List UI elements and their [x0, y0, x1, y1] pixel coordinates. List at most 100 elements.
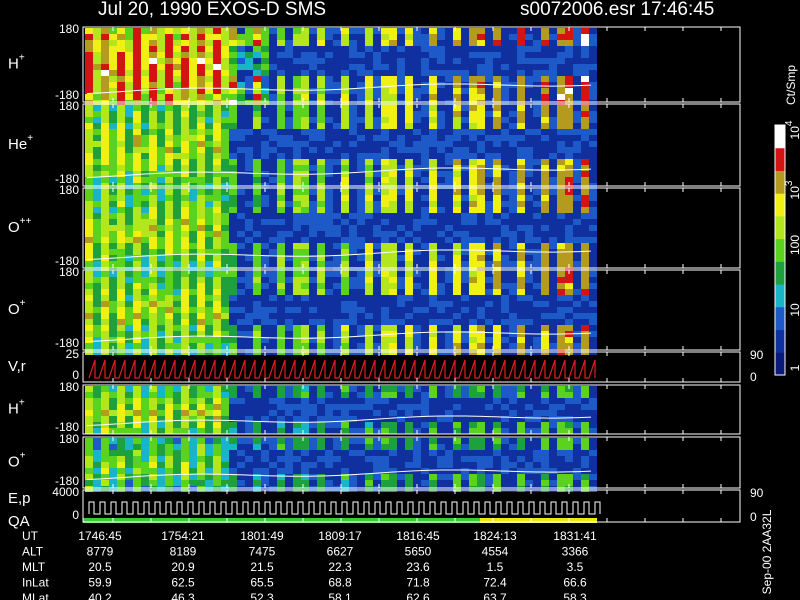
- colorbar-unit: Ct/Smp: [784, 65, 798, 105]
- trace: [86, 415, 592, 427]
- spectrogram-cells: [85, 438, 589, 492]
- spectrogram-cells: [85, 189, 349, 273]
- panel-frame: [82, 384, 741, 435]
- table-cell: 3.5: [567, 560, 584, 574]
- table-cell: 1746:45: [78, 529, 122, 543]
- spectrogram-cells: [229, 438, 597, 492]
- colorbar-swatch: [775, 261, 785, 285]
- table-cell: 62.5: [171, 576, 195, 590]
- colorbar-swatch: [775, 352, 785, 376]
- row-label: UT: [22, 529, 39, 543]
- table-cell: 1816:45: [396, 529, 440, 543]
- header-left: Jul 20, 1990 EXOS-D SMS: [98, 0, 326, 20]
- table-cell: 5650: [405, 545, 432, 559]
- trace: [86, 331, 592, 343]
- table-cell: 59.9: [88, 576, 112, 590]
- table-cell: 21.5: [250, 560, 274, 574]
- spectrogram-cells: [229, 271, 597, 355]
- panel-frame: [82, 269, 741, 351]
- panel-frame: [82, 351, 741, 383]
- panel-frame: [82, 187, 741, 269]
- axis-top-label: 180: [59, 183, 79, 197]
- axis-top-label: 180: [59, 265, 79, 279]
- footer: Sep-00 2AA32L: [760, 509, 774, 594]
- trace: [86, 249, 592, 261]
- velocity-trace: [88, 359, 596, 379]
- spectrogram-cells: [85, 28, 589, 106]
- right-bottom-label: 0: [750, 510, 757, 524]
- panel-label-base: H: [8, 400, 19, 417]
- spectrogram-cells: [85, 386, 589, 434]
- table-cell: 58.3: [563, 591, 587, 600]
- table-cell: 52.3: [250, 591, 274, 600]
- spectrogram-cells: [229, 189, 597, 273]
- axis-bottom-label: -180: [55, 420, 79, 434]
- panel-label-sup: +: [27, 133, 33, 144]
- colorbar-tick-label-sup: 4: [784, 120, 795, 126]
- colorbar-swatch: [775, 147, 785, 171]
- table-cell: 1809:17: [318, 529, 362, 543]
- spectrogram-cells: [565, 111, 589, 189]
- axis-top-label: 25: [66, 347, 80, 361]
- table-cell: 66.6: [563, 576, 587, 590]
- spectrogram-cells: [229, 105, 597, 189]
- spectrogram-cells: [85, 444, 221, 492]
- qa-bar: [83, 518, 597, 523]
- panel-label-base: He: [8, 136, 27, 153]
- panel-label-sup: ++: [20, 216, 32, 227]
- colorbar-tick-label: 1: [788, 364, 800, 371]
- panel-label: O++: [8, 216, 32, 236]
- table-cell: 68.8: [328, 576, 352, 590]
- spectrogram-cells: [237, 189, 597, 273]
- table-cell: 3366: [562, 545, 589, 559]
- row-label: MLat: [22, 591, 49, 600]
- spectrogram-cells: [93, 271, 237, 355]
- trace: [86, 167, 592, 179]
- row-label: InLat: [22, 576, 49, 590]
- table-cell: 1831:41: [553, 529, 597, 543]
- table-cell: 40.2: [88, 591, 112, 600]
- panel-label: H+: [8, 52, 25, 72]
- panel-frame: [82, 103, 741, 187]
- trace: [86, 469, 592, 481]
- panel-label: O+: [8, 298, 26, 318]
- colorbar-tick-label-base: 1: [788, 364, 800, 371]
- spectrogram-cells: [85, 189, 477, 273]
- colorbar-swatch: [775, 306, 785, 331]
- panel-frame: [82, 436, 741, 489]
- axis-top-label: 180: [59, 432, 79, 446]
- table-cell: 4554: [482, 545, 509, 559]
- panel-label-base: H: [8, 55, 19, 72]
- colorbar-tick-label: 100: [788, 235, 800, 255]
- axis-bottom-label: -180: [55, 336, 79, 350]
- colorbar-tick-label-base: 10: [788, 186, 800, 200]
- axis-top-label: 180: [59, 99, 79, 113]
- table-cell: 1754:21: [161, 529, 205, 543]
- table-cell: 65.5: [250, 576, 274, 590]
- table-cell: 58.1: [328, 591, 352, 600]
- axis-bottom-label: -180: [55, 254, 79, 268]
- panel-label: E,p: [8, 490, 31, 507]
- table-cell: 62.6: [406, 591, 430, 600]
- panel-label-base: V,r: [8, 358, 26, 375]
- table-cell: 20.5: [88, 560, 112, 574]
- axis-bottom-label: -180: [55, 172, 79, 186]
- colorbar-tick-label: 103: [784, 180, 800, 199]
- spectrogram-cells: [85, 271, 477, 355]
- axis-top-label: 180: [59, 22, 79, 36]
- colorbar-frame: [774, 124, 786, 376]
- header-right: s0072006.esr 17:46:45: [520, 0, 714, 20]
- panel-label-sup: +: [20, 450, 26, 461]
- panel-label-base: O: [8, 301, 20, 318]
- table-cell: 63.7: [483, 591, 507, 600]
- table-cell: 1824:13: [473, 529, 517, 543]
- colorbar-tick-label: 10: [788, 303, 800, 317]
- table-cell: 8189: [170, 545, 197, 559]
- colorbar-swatch: [775, 238, 785, 262]
- panel-label: He+: [8, 133, 33, 153]
- panel-label-base: E,p: [8, 490, 31, 507]
- spectrogram-cells: [85, 189, 565, 273]
- spectrogram-cells: [237, 28, 597, 106]
- spectrogram-cells: [93, 271, 229, 355]
